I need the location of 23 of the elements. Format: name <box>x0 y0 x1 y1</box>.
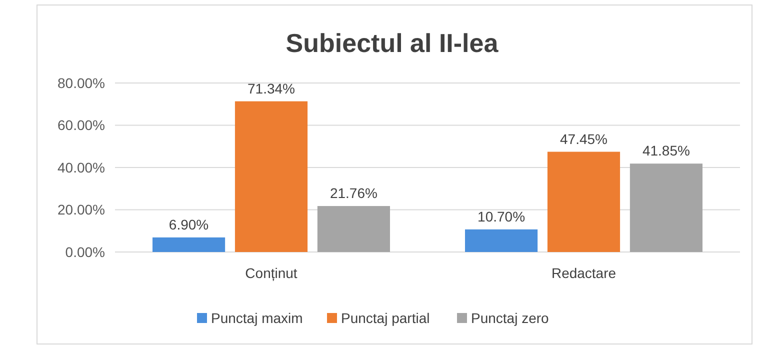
legend-label: Punctaj zero <box>471 310 550 326</box>
bar <box>234 101 308 252</box>
bar <box>317 206 390 252</box>
x-tick-label: Conținut <box>245 265 298 281</box>
y-tick-label: 40.00% <box>58 159 105 176</box>
bar <box>152 237 226 252</box>
data-label: 21.76% <box>330 185 378 202</box>
y-tick-label: 60.00% <box>58 117 105 134</box>
data-label: 71.34% <box>248 80 295 96</box>
data-label: 10.70% <box>478 208 526 224</box>
data-label: 6.90% <box>168 216 209 232</box>
chart-title: Subiectul al II-lea <box>286 28 499 58</box>
bar <box>465 229 538 252</box>
legend-label: Punctaj partial <box>341 310 430 326</box>
bar <box>630 164 702 252</box>
y-tick-label: 20.00% <box>58 202 105 218</box>
data-label: 47.45% <box>560 130 608 147</box>
x-tick-label: Redactare <box>551 265 616 281</box>
y-tick-label: 80.00% <box>58 74 105 91</box>
data-label: 41.85% <box>642 142 690 159</box>
bar <box>547 152 620 252</box>
legend-label: Punctaj maxim <box>211 310 303 326</box>
y-tick-label: 0.00% <box>65 244 105 260</box>
